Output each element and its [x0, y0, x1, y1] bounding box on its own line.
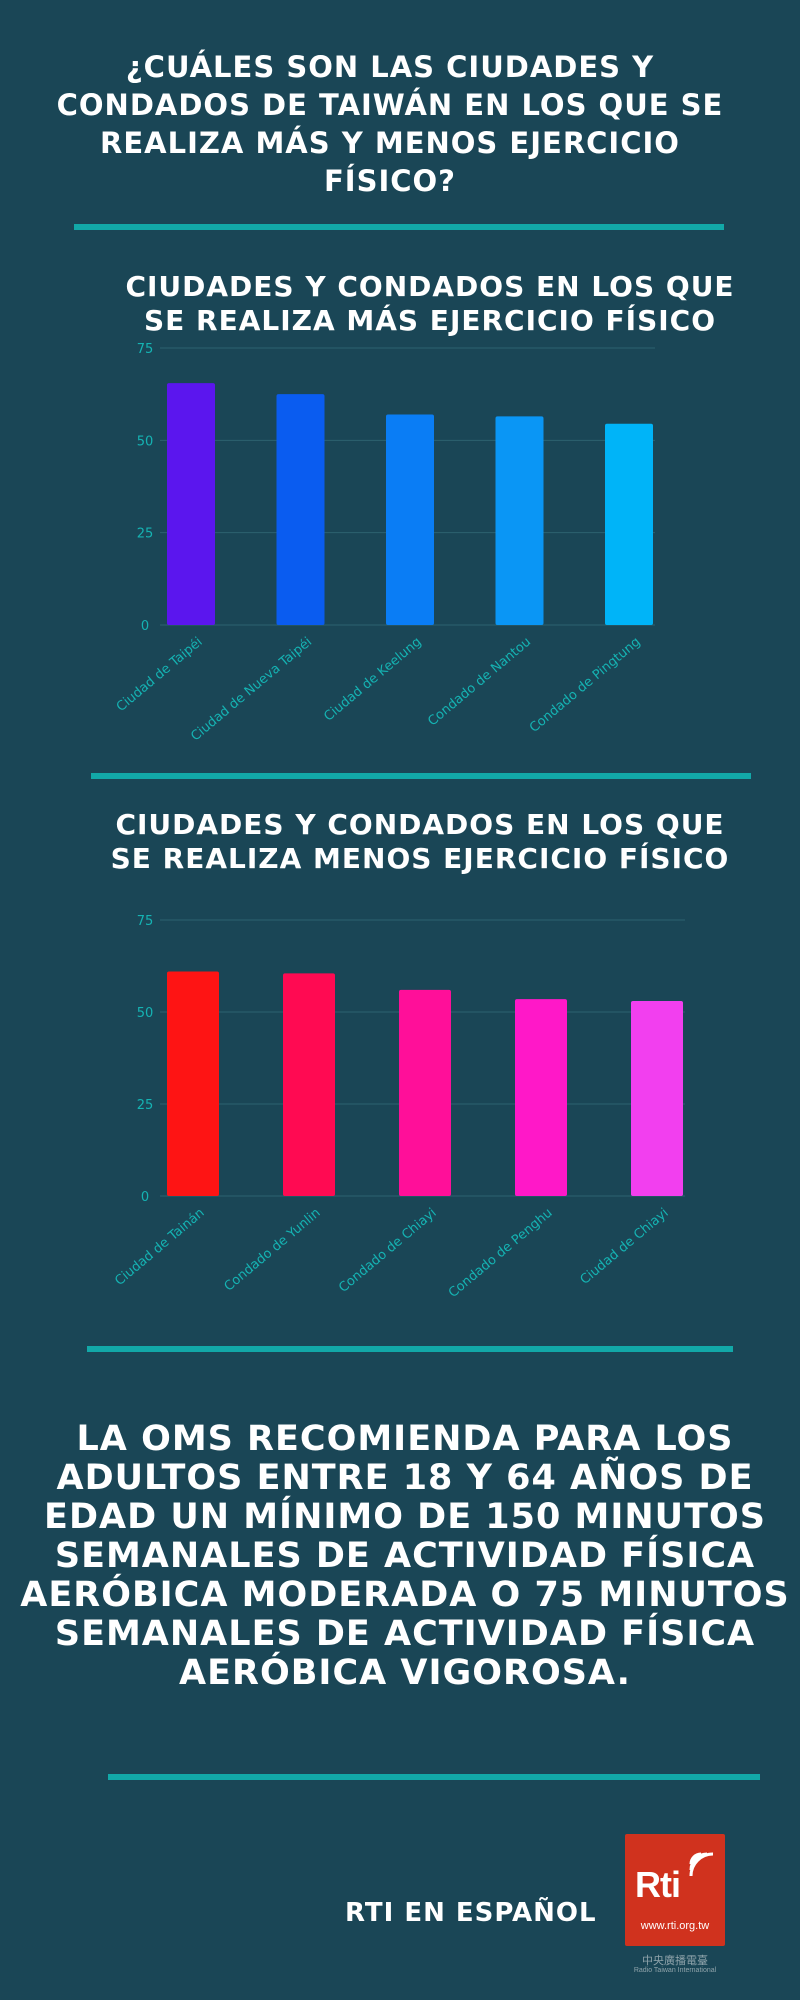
divider-top [74, 224, 724, 230]
divider-bottom [108, 1774, 760, 1780]
x-category-label: Ciudad de Keelung [321, 635, 424, 725]
x-category-label: Condado de Yunlin [222, 1206, 324, 1295]
logo-wordmark: Rti [635, 1864, 681, 1905]
x-category-label: Ciudad de Tainán [112, 1206, 207, 1289]
y-tick-label: 25 [137, 1098, 154, 1113]
chart-title-least: CIUDADES Y CONDADOS EN LOS QUE SE REALIZ… [110, 808, 730, 875]
bar [631, 1000, 683, 1196]
bar [167, 971, 219, 1196]
y-tick-label: 50 [137, 1006, 154, 1021]
chart-title-most: CIUDADES Y CONDADOS EN LOS QUE SE REALIZ… [125, 270, 735, 337]
x-category-label: Condado de Nantou [425, 635, 534, 730]
x-category-label: Condado de Chiayi [336, 1206, 439, 1296]
bar [386, 414, 434, 625]
x-category-label: Ciudad de Chiayi [578, 1206, 672, 1288]
y-tick-label: 0 [141, 1190, 149, 1205]
chart-least-exercise: 0 25 50 75 Ciudad de Tainán Condado de Yunlin… [112, 914, 685, 1301]
logo-chinese-name: 中央廣播電臺 [642, 1954, 708, 1967]
signal-icon [689, 1852, 714, 1876]
divider-middle [91, 773, 751, 779]
who-recommendation: LA OMS RECOMIENDA PARA LOS ADULTOS ENTRE… [20, 1419, 790, 1693]
x-category-label: Ciudad de Nueva Taipéi [188, 635, 315, 745]
bar [605, 423, 653, 625]
y-tick-label: 25 [137, 527, 154, 542]
y-tick-label: 0 [141, 619, 149, 634]
y-tick-label: 75 [137, 342, 154, 357]
footer-label: RTI EN ESPAÑOL [345, 1898, 597, 1928]
logo-box [625, 1834, 725, 1946]
bar [399, 989, 451, 1196]
divider-lower [87, 1346, 733, 1352]
page-title: ¿CUÁLES SON LAS CIUDADES Y CONDADOS DE T… [56, 50, 724, 198]
x-category-label: Ciudad de Taipéi [114, 635, 206, 715]
y-tick-label: 50 [137, 434, 154, 449]
bar [276, 394, 325, 625]
bar [283, 973, 335, 1196]
rti-logo[interactable]: Rti www.rti.org.tw 中央廣播電臺 Radio Taiwan I… [625, 1834, 725, 1984]
bar [167, 383, 215, 625]
logo-english-name: Radio Taiwan International [633, 1967, 717, 1974]
logo-url: www.rti.org.tw [640, 1920, 710, 1932]
x-category-label: Condado de Pingtung [527, 635, 644, 736]
bar [495, 416, 544, 625]
bar [515, 999, 567, 1196]
y-tick-label: 75 [137, 914, 154, 929]
x-category-label: Condado de Penghu [446, 1206, 556, 1301]
